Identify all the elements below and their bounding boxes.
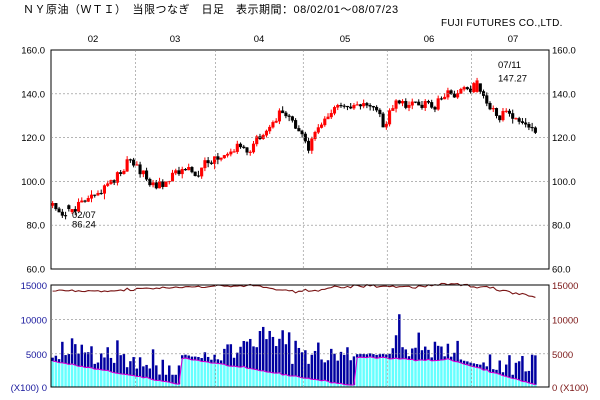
svg-text:02: 02 [88, 34, 99, 45]
svg-text:15000: 15000 [21, 281, 47, 292]
svg-text:05: 05 [340, 34, 351, 45]
svg-text:06: 06 [424, 34, 435, 45]
svg-text:ＮＹ原油（ＷＴＩ） 当限つなぎ 日足 表示期間：08/02/: ＮＹ原油（ＷＴＩ） 当限つなぎ 日足 表示期間：08/02/01～08/07/2… [23, 2, 399, 16]
svg-text:FUJI FUTURES CO.,LTD.: FUJI FUTURES CO.,LTD. [441, 18, 563, 29]
svg-text:10000: 10000 [21, 315, 47, 326]
svg-text:160.0: 160.0 [21, 46, 45, 57]
svg-text:10000: 10000 [552, 315, 578, 326]
svg-text:147.27: 147.27 [498, 74, 527, 85]
svg-text:5000: 5000 [26, 350, 47, 361]
svg-text:04: 04 [254, 34, 265, 45]
svg-text:60.0: 60.0 [552, 265, 571, 276]
svg-text:100.0: 100.0 [552, 177, 576, 188]
svg-text:07: 07 [508, 34, 519, 45]
svg-text:(X100) 0: (X100) 0 [11, 383, 47, 394]
svg-text:86.24: 86.24 [72, 220, 96, 231]
svg-text:100.0: 100.0 [21, 177, 45, 188]
svg-text:80.0: 80.0 [552, 221, 571, 232]
svg-text:80.0: 80.0 [27, 221, 46, 232]
svg-text:140.0: 140.0 [552, 89, 576, 100]
svg-text:120.0: 120.0 [552, 133, 576, 144]
svg-text:140.0: 140.0 [21, 89, 45, 100]
svg-text:5000: 5000 [552, 350, 573, 361]
svg-text:15000: 15000 [552, 281, 578, 292]
svg-text:160.0: 160.0 [552, 46, 576, 57]
svg-text:60.0: 60.0 [27, 265, 46, 276]
svg-text:03: 03 [170, 34, 181, 45]
svg-text:07/11: 07/11 [498, 60, 521, 71]
svg-text:120.0: 120.0 [21, 133, 45, 144]
svg-text:0 (X100): 0 (X100) [552, 383, 588, 394]
